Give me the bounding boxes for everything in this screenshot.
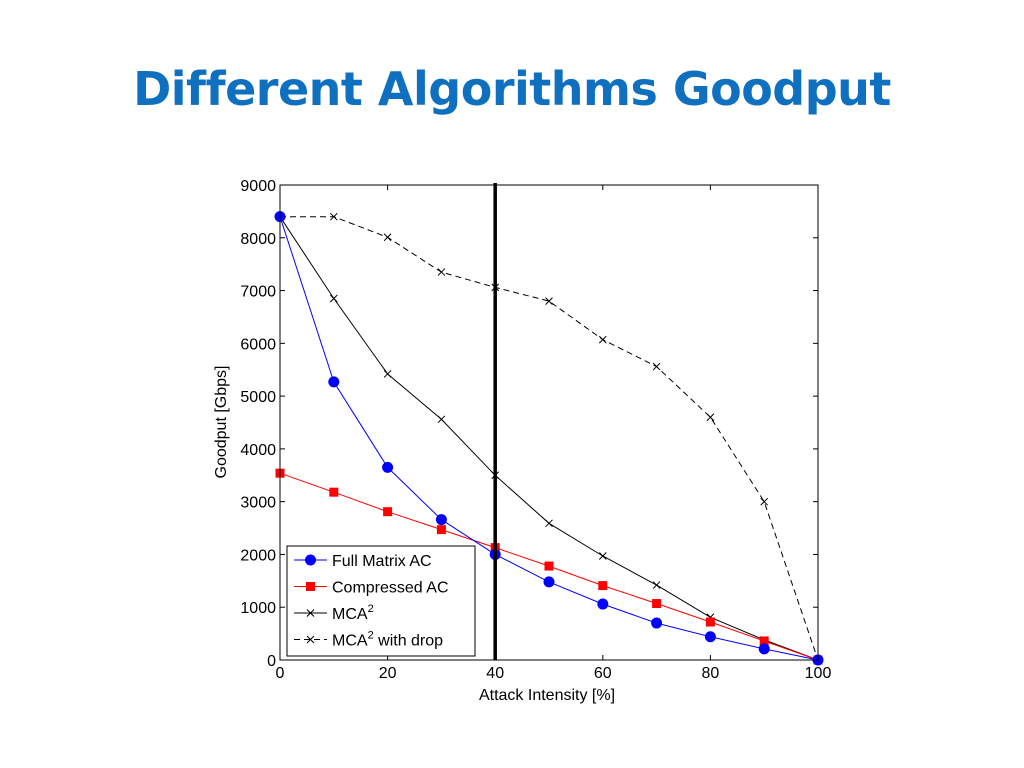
- y-tick-label: 3000: [240, 495, 276, 512]
- data-point: [437, 268, 446, 276]
- y-tick-label: 6000: [240, 336, 276, 353]
- x-tick-label: 60: [594, 665, 612, 682]
- data-point: [598, 335, 607, 344]
- y-tick-label: 2000: [240, 547, 276, 564]
- data-point: [382, 461, 394, 473]
- data-point: [544, 561, 554, 571]
- data-point: [383, 507, 393, 517]
- legend-label: Full Matrix AC: [332, 553, 432, 570]
- data-point: [652, 362, 661, 371]
- legend-marker: [306, 635, 315, 644]
- legend-marker: [306, 582, 315, 591]
- data-point: [545, 297, 553, 305]
- data-point: [598, 581, 608, 591]
- data-point: [759, 636, 769, 646]
- data-point: [543, 576, 555, 588]
- legend-entry: Full Matrix AC: [294, 553, 432, 570]
- data-point: [652, 599, 662, 609]
- data-point: [704, 631, 716, 643]
- x-tick-label: 20: [379, 665, 397, 682]
- data-point: [705, 617, 715, 627]
- data-point: [706, 413, 715, 422]
- legend-marker: [305, 554, 316, 566]
- data-point: [436, 525, 446, 535]
- data-point: [758, 643, 770, 655]
- data-point: [383, 370, 392, 378]
- slide-title: Different Algorithms Goodput: [133, 62, 891, 116]
- x-tick-label: 80: [702, 665, 720, 682]
- x-tick-label: 100: [805, 665, 832, 682]
- x-tick-label: 0: [276, 665, 285, 682]
- legend-box: [286, 545, 476, 657]
- series-line: [280, 216, 819, 661]
- y-tick-label: 8000: [240, 231, 276, 248]
- data-point: [652, 581, 661, 589]
- data-point: [328, 376, 340, 388]
- data-point: [329, 294, 338, 303]
- data-point: [437, 415, 446, 424]
- y-tick-label: 4000: [240, 442, 276, 459]
- legend-entry: MCA2 with drop: [294, 630, 443, 650]
- data-point: [329, 212, 338, 221]
- y-tick-label: 9000: [240, 178, 276, 195]
- legend-label: MCA2: [332, 603, 374, 623]
- y-axis-label: Goodput [Gbps]: [213, 366, 230, 479]
- legend-marker: [306, 609, 315, 617]
- axes-box: [279, 184, 819, 661]
- data-point: [329, 487, 339, 497]
- data-point: [597, 598, 609, 610]
- y-tick-label: 1000: [240, 600, 276, 617]
- data-point: [435, 514, 447, 526]
- legend-label: MCA2 with drop: [332, 630, 443, 650]
- y-tick-label: 7000: [240, 284, 276, 301]
- y-tick-label: 0: [267, 653, 276, 670]
- x-tick-label: 40: [486, 665, 504, 682]
- data-point: [651, 617, 663, 629]
- data-point: [383, 233, 392, 242]
- legend-entry: Compressed AC: [294, 580, 449, 597]
- legend-label: Compressed AC: [332, 580, 449, 597]
- x-axis-label: Attack Intensity [%]: [479, 687, 615, 704]
- data-point: [598, 552, 607, 560]
- data-point: [760, 497, 769, 506]
- series-3: [276, 212, 822, 664]
- legend-entry: MCA2: [294, 603, 374, 623]
- y-tick-label: 5000: [240, 389, 276, 406]
- data-point: [545, 519, 553, 528]
